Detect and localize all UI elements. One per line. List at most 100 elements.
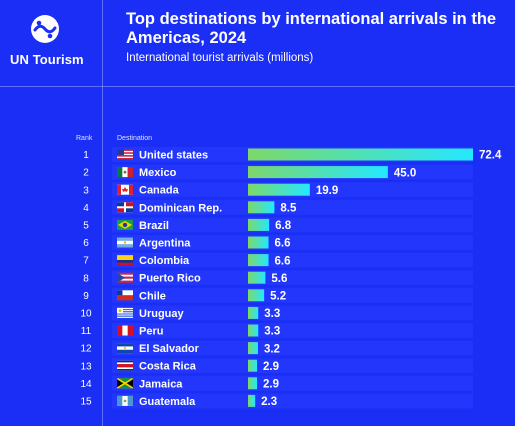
chart-row: 9 Chile 5.2 xyxy=(83,287,473,303)
flag-mx-icon xyxy=(117,167,133,178)
chart-row: 5 Brazil 6.8 xyxy=(83,217,473,233)
destination-label: Puerto Rico xyxy=(139,273,201,285)
flag-pr-icon xyxy=(117,272,133,283)
rank-label: 7 xyxy=(83,256,89,267)
destination-column-header: Destination xyxy=(117,135,153,142)
chart-row: 14 Jamaica 2.9 xyxy=(80,375,473,391)
destination-label: Chile xyxy=(139,290,166,302)
bar xyxy=(248,306,259,319)
flag-cl-icon xyxy=(117,290,133,301)
rank-label: 3 xyxy=(83,185,89,196)
bar xyxy=(248,324,259,337)
value-label: 6.6 xyxy=(275,255,291,267)
destination-label: Brazil xyxy=(139,220,169,232)
row-band xyxy=(112,270,473,286)
destination-label: Mexico xyxy=(139,167,177,179)
chart-row: 3 Canada 19.9 xyxy=(83,182,473,198)
bar xyxy=(248,148,473,161)
chart-row: 11 Peru 3.3 xyxy=(81,323,473,338)
chart-row: 6 Argentina 6.6 xyxy=(83,235,473,250)
flag-co-icon xyxy=(117,255,133,266)
bar xyxy=(248,218,270,231)
chart-row: 2 Mexico 45.0 xyxy=(83,164,473,180)
value-label: 5.2 xyxy=(270,291,286,303)
value-label: 6.6 xyxy=(275,238,291,250)
flag-us-icon xyxy=(117,149,133,160)
value-label: 3.2 xyxy=(264,343,280,355)
destination-label: Colombia xyxy=(139,255,190,267)
row-band xyxy=(112,340,473,356)
bar xyxy=(248,342,258,355)
row-band xyxy=(112,323,473,338)
bar xyxy=(248,394,256,407)
destination-label: El Salvador xyxy=(139,343,200,355)
value-label: 6.8 xyxy=(275,220,292,232)
row-band xyxy=(112,358,473,374)
flag-gt-icon xyxy=(117,395,133,406)
value-label: 19.9 xyxy=(316,185,338,197)
flag-cr-icon xyxy=(117,360,133,371)
rank-label: 10 xyxy=(80,309,92,320)
flag-ar-icon xyxy=(117,237,133,248)
chart-row: 15 Guatemala 2.3 xyxy=(80,393,473,409)
bar xyxy=(248,289,265,302)
destination-label: Jamaica xyxy=(139,378,183,390)
flag-ca-icon xyxy=(117,184,133,195)
rank-label: 8 xyxy=(83,273,89,284)
rank-label: 14 xyxy=(80,379,92,390)
rank-label: 2 xyxy=(83,168,89,179)
destination-label: Costa Rica xyxy=(139,361,197,373)
chart-title: Top destinations by international arriva… xyxy=(126,10,497,47)
value-label: 45.0 xyxy=(394,167,416,179)
rank-column-header: Rank xyxy=(76,135,93,142)
bar xyxy=(248,359,258,372)
rank-label: 4 xyxy=(83,203,89,214)
bar xyxy=(248,201,275,214)
destination-label: Peru xyxy=(139,326,163,338)
destination-label: Uruguay xyxy=(139,308,185,320)
destination-label: United states xyxy=(139,150,208,162)
un-tourism-logo-icon xyxy=(31,15,59,43)
value-label: 3.3 xyxy=(264,326,280,338)
flag-pe-icon xyxy=(117,325,133,336)
bar xyxy=(248,271,266,284)
rank-label: 1 xyxy=(83,150,89,161)
row-band xyxy=(112,393,473,409)
value-label: 72.4 xyxy=(479,150,502,162)
chart-row: 10 Uruguay 3.3 xyxy=(80,305,473,321)
chart-row: 13 Costa Rica 2.9 xyxy=(80,358,473,374)
flag-jm-icon xyxy=(117,378,133,389)
value-label: 2.3 xyxy=(261,396,277,408)
flag-sv-icon xyxy=(117,343,133,354)
bar xyxy=(248,236,269,249)
value-label: 2.9 xyxy=(263,361,279,373)
value-label: 2.9 xyxy=(263,379,279,391)
flag-br-icon xyxy=(117,219,133,230)
chart-row: 1 United states 72.4 xyxy=(83,147,502,162)
row-band xyxy=(112,235,473,250)
row-band xyxy=(112,287,473,303)
value-label: 8.5 xyxy=(280,203,297,215)
value-label: 3.3 xyxy=(264,308,280,320)
brand-name: UN Tourism xyxy=(10,52,84,67)
bar xyxy=(248,254,269,267)
destination-label: Canada xyxy=(139,185,180,197)
chart-row: 7 Colombia 6.6 xyxy=(83,252,473,268)
horizontal-divider xyxy=(0,86,515,87)
bar xyxy=(248,377,258,390)
rank-label: 6 xyxy=(83,238,89,249)
rank-label: 15 xyxy=(80,397,92,408)
row-band xyxy=(112,375,473,391)
chart-row: 12 El Salvador 3.2 xyxy=(80,340,473,356)
destination-label: Dominican Rep. xyxy=(139,202,222,214)
row-band xyxy=(112,199,473,215)
bar xyxy=(248,166,388,179)
row-band xyxy=(112,252,473,268)
chart-row: 8 Puerto Rico 5.6 xyxy=(83,270,473,286)
rank-label: 13 xyxy=(80,361,92,372)
flag-uy-icon xyxy=(117,307,133,318)
bar xyxy=(248,183,310,196)
value-label: 5.6 xyxy=(271,273,287,285)
rank-label: 11 xyxy=(81,326,92,337)
